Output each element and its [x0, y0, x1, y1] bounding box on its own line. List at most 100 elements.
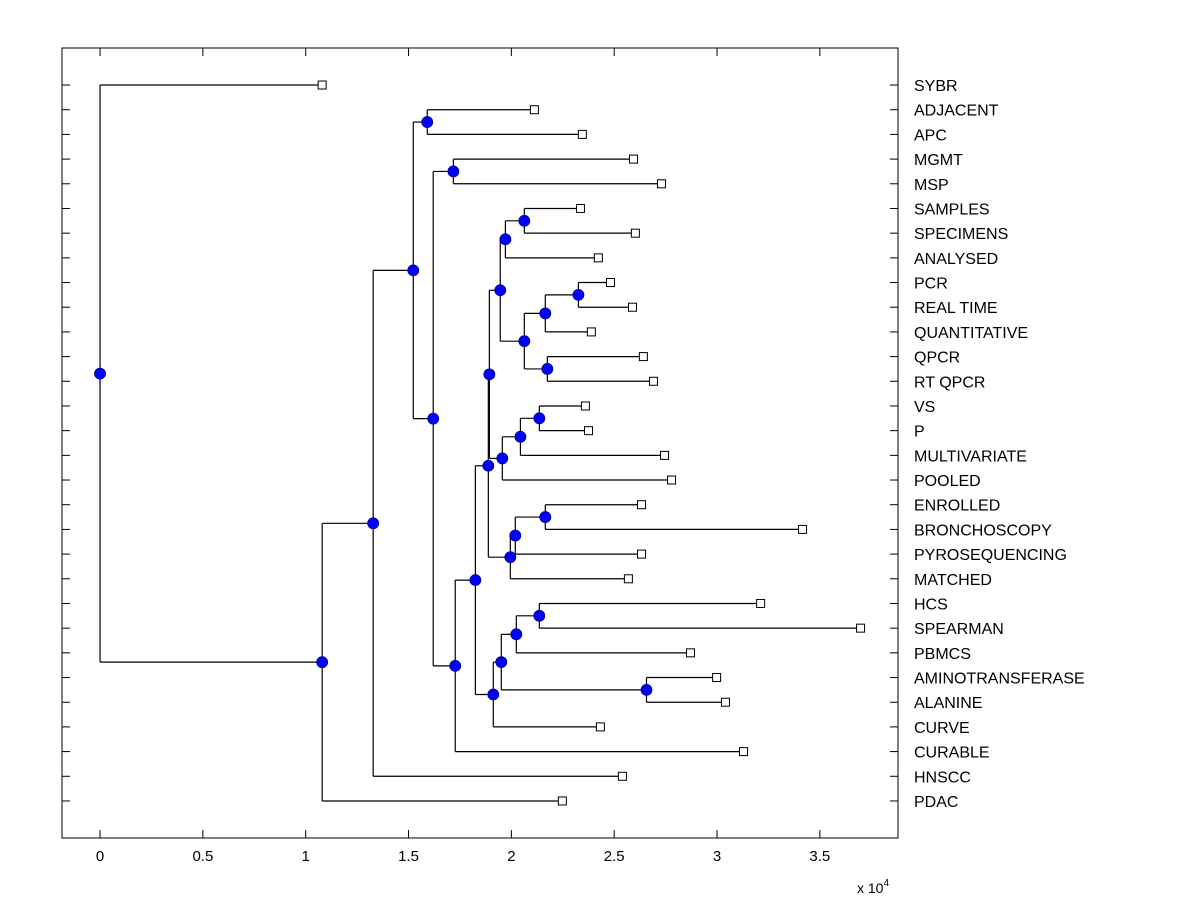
x-axis-multiplier: x 104	[857, 878, 889, 896]
leaf-label: ENROLLED	[914, 498, 1000, 515]
leaf-label: QUANTITATIVE	[914, 325, 1028, 342]
x-tick-label: 0.5	[192, 848, 213, 865]
leaf-marker	[648, 376, 658, 386]
leaf-label: PYROSEQUENCING	[914, 547, 1067, 564]
x-tick-label: 2	[507, 848, 515, 865]
leaf-label: SPEARMAN	[914, 621, 1004, 638]
leaf-label: ALANINE	[914, 695, 982, 712]
internal-node	[494, 284, 507, 297]
leaf-label: P	[914, 424, 925, 441]
internal-node	[367, 517, 380, 530]
internal-node	[407, 264, 420, 277]
leaf-label: MSP	[914, 177, 949, 194]
leaf-marker	[685, 648, 695, 658]
leaf-label: ANALYSED	[914, 251, 998, 268]
leaf-label: HNSCC	[914, 769, 971, 786]
internal-node	[533, 412, 546, 425]
leaf-marker	[577, 129, 587, 139]
internal-node	[510, 628, 523, 641]
internal-node	[496, 452, 509, 465]
leaf-label: PDAC	[914, 794, 958, 811]
internal-node	[449, 659, 462, 672]
leaf-label: CURABLE	[914, 745, 990, 762]
leaf-label: REAL TIME	[914, 300, 998, 317]
internal-node	[518, 214, 531, 227]
internal-node	[533, 609, 546, 622]
internal-node	[421, 116, 434, 128]
leaf-marker	[856, 623, 866, 633]
leaf-label: PBMCS	[914, 646, 971, 663]
leaf-label: RT QPCR	[914, 374, 985, 391]
internal-node	[514, 430, 527, 443]
leaf-label: AMINOTRANSFERASE	[914, 671, 1085, 688]
leaf-marker	[638, 352, 648, 362]
internal-node	[482, 459, 495, 472]
leaf-marker	[798, 524, 808, 534]
leaf-label: HCS	[914, 596, 948, 613]
leaf-marker	[586, 327, 596, 337]
leaf-label: QPCR	[914, 350, 960, 367]
leaf-marker	[739, 747, 749, 757]
leaf-marker	[580, 401, 590, 411]
leaf-marker	[712, 673, 722, 683]
x-multiplier-base: x 10	[857, 880, 884, 896]
leaf-marker	[623, 574, 633, 584]
leaf-label: PCR	[914, 276, 948, 293]
y-ticks	[62, 84, 898, 802]
internal-node	[499, 233, 512, 246]
internal-node	[640, 683, 653, 696]
x-tick-label: 1	[302, 848, 310, 865]
leaf-marker	[557, 796, 567, 806]
leaf-marker	[575, 203, 585, 213]
internal-nodes	[94, 116, 653, 701]
internal-node	[427, 412, 440, 425]
leaf-marker	[317, 80, 327, 90]
internal-node	[316, 656, 329, 669]
leaf-label: MATCHED	[914, 572, 992, 589]
leaf-marker	[627, 302, 637, 312]
leaf-label: MULTIVARIATE	[914, 448, 1027, 465]
leaf-label: MGMT	[914, 152, 963, 169]
x-tick-labels: 0 0.5 1 1.5 2 2.5 3 3.5	[96, 848, 830, 865]
leaf-marker	[637, 500, 647, 510]
leaf-marker	[629, 154, 639, 164]
internal-node	[541, 363, 554, 375]
x-tick-label: 1.5	[398, 848, 419, 865]
root-node	[94, 367, 106, 380]
internal-node	[509, 529, 522, 542]
leaf-marker	[595, 722, 605, 732]
internal-node	[487, 688, 500, 701]
internal-node	[469, 574, 482, 587]
x-tick-label: 3.5	[809, 848, 830, 865]
leaf-label: POOLED	[914, 473, 981, 490]
x-tick-label: 3	[713, 848, 721, 865]
leaf-marker	[660, 450, 670, 460]
leaf-label: SYBR	[914, 78, 958, 95]
leaf-marker	[667, 475, 677, 485]
leaf-marker	[756, 598, 766, 608]
leaf-marker	[720, 697, 730, 707]
internal-node	[447, 165, 460, 178]
leaf-labels: SYBR ADJACENT APC MGMT MSP SAMPLES SPECIMENS AN…	[914, 78, 1085, 811]
leaf-label: BRONCHOSCOPY	[914, 522, 1052, 539]
axes-frame	[61, 47, 899, 839]
leaf-label: ADJACENT	[914, 103, 999, 120]
leaf-marker	[605, 278, 615, 288]
internal-node	[518, 335, 531, 348]
leaf-marker	[529, 105, 539, 115]
leaf-label: SAMPLES	[914, 201, 990, 218]
x-tick-label: 0	[96, 848, 104, 865]
internal-node	[539, 511, 552, 523]
leaf-label: CURVE	[914, 720, 970, 737]
leaf-label: VS	[914, 399, 935, 416]
leaf-marker	[593, 253, 603, 263]
x-tick-label: 2.5	[604, 848, 625, 865]
x-ticks	[99, 48, 821, 838]
leaf-marker	[617, 771, 627, 781]
leaf-label: SPECIMENS	[914, 226, 1008, 243]
internal-node	[539, 307, 552, 320]
internal-node	[483, 368, 496, 381]
x-multiplier-exponent: 4	[883, 878, 889, 889]
